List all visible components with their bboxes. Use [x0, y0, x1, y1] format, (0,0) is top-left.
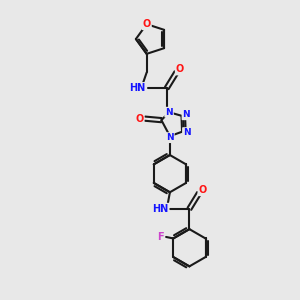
- Text: F: F: [158, 232, 164, 242]
- Text: O: O: [199, 185, 207, 195]
- Text: O: O: [135, 114, 144, 124]
- Text: N: N: [183, 128, 190, 137]
- Text: N: N: [182, 110, 190, 119]
- Text: HN: HN: [152, 204, 168, 214]
- Text: HN: HN: [130, 83, 146, 93]
- Text: N: N: [166, 133, 174, 142]
- Text: N: N: [165, 108, 173, 117]
- Text: O: O: [176, 64, 184, 74]
- Text: O: O: [142, 19, 151, 29]
